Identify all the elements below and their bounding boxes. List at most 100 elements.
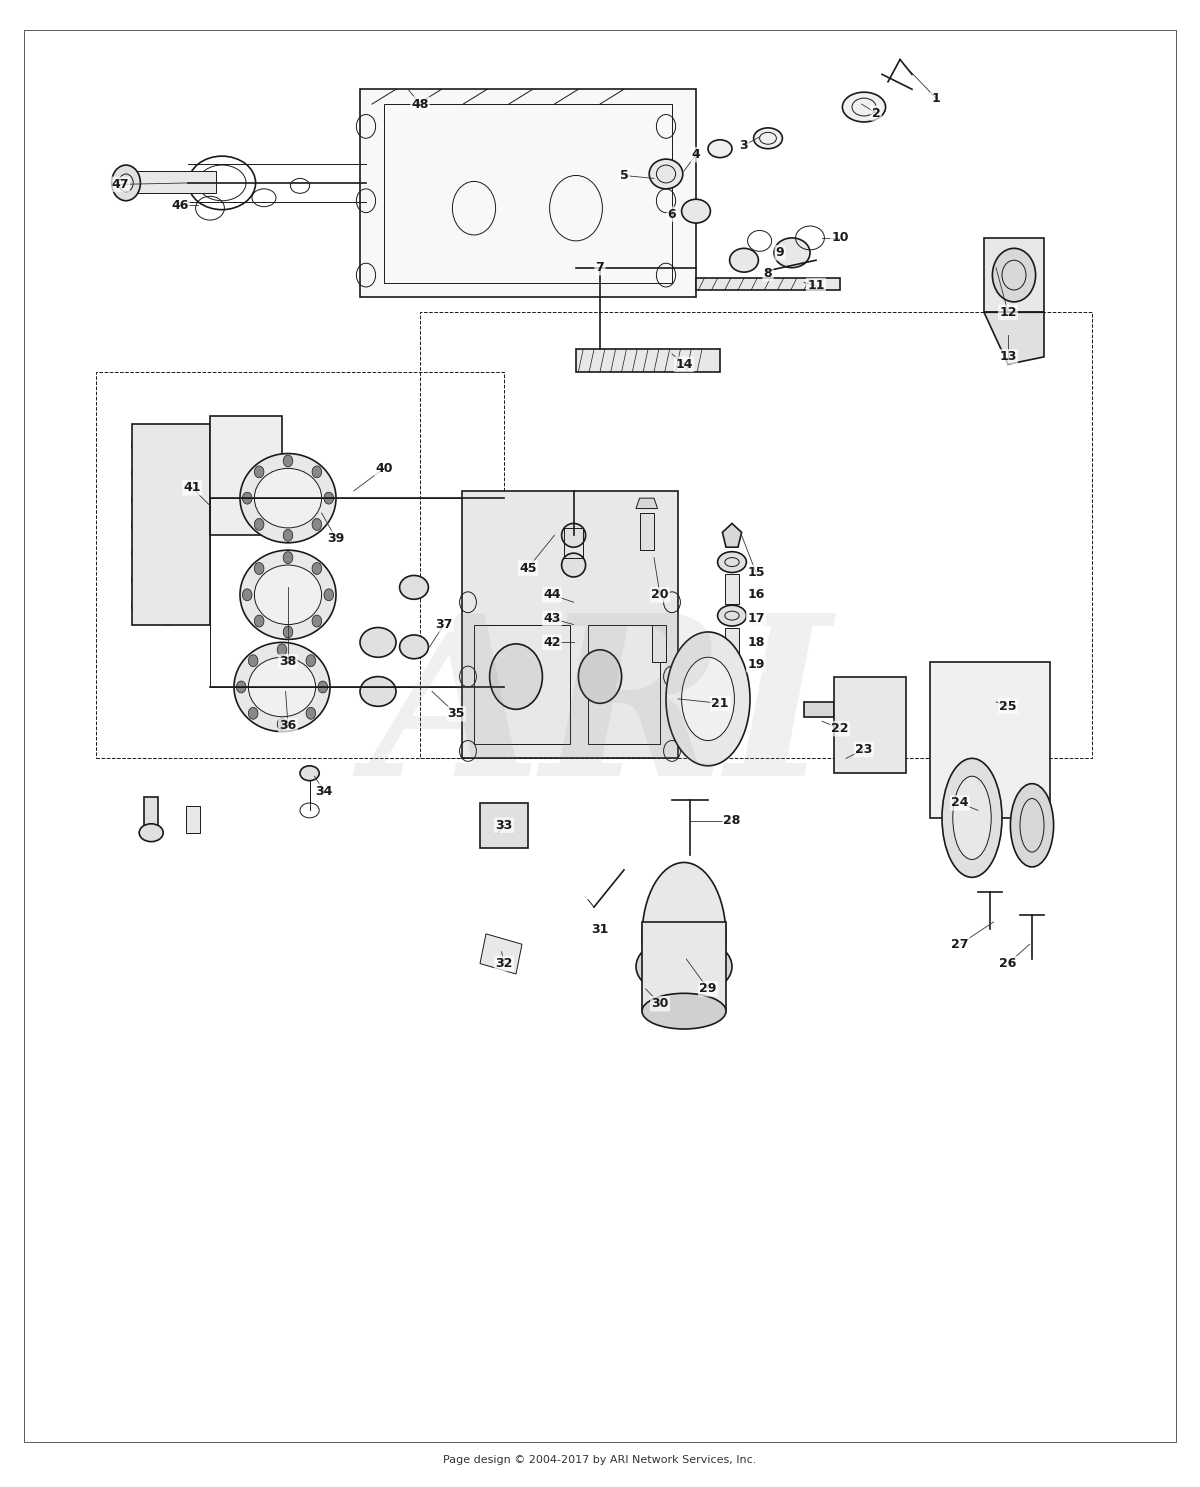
Bar [642, 922, 726, 1011]
Bar [696, 278, 840, 290]
Text: ARI: ARI [370, 605, 830, 822]
Text: 45: 45 [520, 562, 536, 574]
Circle shape [306, 654, 316, 666]
Ellipse shape [254, 468, 322, 528]
Ellipse shape [300, 766, 319, 781]
Bar [804, 702, 834, 717]
Ellipse shape [562, 523, 586, 547]
Bar [186, 806, 200, 833]
Polygon shape [722, 523, 742, 547]
Bar [480, 803, 528, 848]
Ellipse shape [139, 824, 163, 842]
Text: 19: 19 [748, 659, 764, 671]
Ellipse shape [682, 657, 734, 741]
Text: Page design © 2004-2017 by ARI Network Services, Inc.: Page design © 2004-2017 by ARI Network S… [443, 1456, 757, 1465]
Circle shape [312, 562, 322, 574]
Ellipse shape [642, 862, 726, 1011]
Text: 25: 25 [1000, 700, 1016, 712]
Ellipse shape [649, 159, 683, 189]
Circle shape [254, 562, 264, 574]
Text: 3: 3 [739, 140, 749, 152]
Bar [210, 498, 504, 687]
Ellipse shape [240, 454, 336, 543]
Bar [984, 238, 1044, 312]
Polygon shape [984, 312, 1044, 364]
Polygon shape [636, 498, 658, 509]
Circle shape [578, 650, 622, 703]
Text: 47: 47 [112, 178, 128, 190]
Bar [96, 372, 504, 758]
Circle shape [490, 644, 542, 709]
Polygon shape [480, 934, 522, 974]
Circle shape [254, 465, 264, 477]
Text: 44: 44 [544, 589, 560, 601]
Ellipse shape [666, 632, 750, 766]
Text: 21: 21 [712, 697, 728, 709]
Ellipse shape [132, 535, 204, 571]
Circle shape [324, 492, 334, 504]
Ellipse shape [774, 238, 810, 268]
Text: 4: 4 [691, 149, 701, 161]
Text: 41: 41 [184, 482, 200, 494]
Circle shape [283, 626, 293, 638]
Ellipse shape [754, 128, 782, 149]
Text: 32: 32 [496, 958, 512, 970]
Ellipse shape [730, 248, 758, 272]
Text: 28: 28 [724, 815, 740, 827]
Bar [725, 574, 739, 604]
Circle shape [112, 165, 140, 201]
Text: 42: 42 [544, 636, 560, 648]
Circle shape [242, 589, 252, 601]
Text: 16: 16 [748, 589, 764, 601]
Text: 20: 20 [652, 589, 668, 601]
Ellipse shape [360, 628, 396, 657]
Text: 39: 39 [328, 532, 344, 544]
Text: 22: 22 [832, 723, 848, 735]
Text: 5: 5 [619, 170, 629, 181]
Text: 12: 12 [1000, 306, 1016, 318]
Bar [420, 312, 1092, 758]
Text: 18: 18 [748, 636, 764, 648]
Text: 2: 2 [871, 107, 881, 119]
Circle shape [283, 455, 293, 467]
Bar [474, 625, 570, 744]
Text: 37: 37 [436, 619, 452, 630]
Bar [132, 424, 210, 625]
Bar [725, 628, 739, 657]
Bar [930, 662, 1050, 818]
Ellipse shape [400, 575, 428, 599]
Bar [462, 491, 678, 758]
Ellipse shape [254, 565, 322, 625]
Circle shape [248, 708, 258, 720]
Text: 11: 11 [808, 280, 824, 291]
Ellipse shape [400, 635, 428, 659]
Text: 35: 35 [448, 708, 464, 720]
Bar [120, 171, 216, 193]
Text: 13: 13 [1000, 351, 1016, 363]
Ellipse shape [248, 657, 316, 717]
Text: 48: 48 [412, 98, 428, 110]
Text: 40: 40 [376, 462, 392, 474]
Text: 6: 6 [667, 208, 677, 220]
Ellipse shape [636, 937, 732, 996]
Text: 38: 38 [280, 656, 296, 668]
Text: 27: 27 [952, 938, 968, 950]
Bar [144, 797, 158, 830]
Text: 8: 8 [763, 268, 773, 280]
Bar [564, 528, 583, 558]
Text: 10: 10 [832, 232, 848, 244]
Ellipse shape [1010, 784, 1054, 867]
Ellipse shape [132, 562, 204, 598]
Bar [384, 104, 672, 283]
Bar [652, 625, 666, 662]
Circle shape [992, 248, 1036, 302]
Text: 26: 26 [1000, 958, 1016, 970]
Text: 23: 23 [856, 744, 872, 755]
Ellipse shape [132, 455, 204, 491]
Text: 43: 43 [544, 613, 560, 625]
Bar [360, 89, 696, 297]
Bar [576, 349, 720, 372]
Ellipse shape [953, 776, 991, 859]
Circle shape [277, 718, 287, 730]
Ellipse shape [718, 605, 746, 626]
